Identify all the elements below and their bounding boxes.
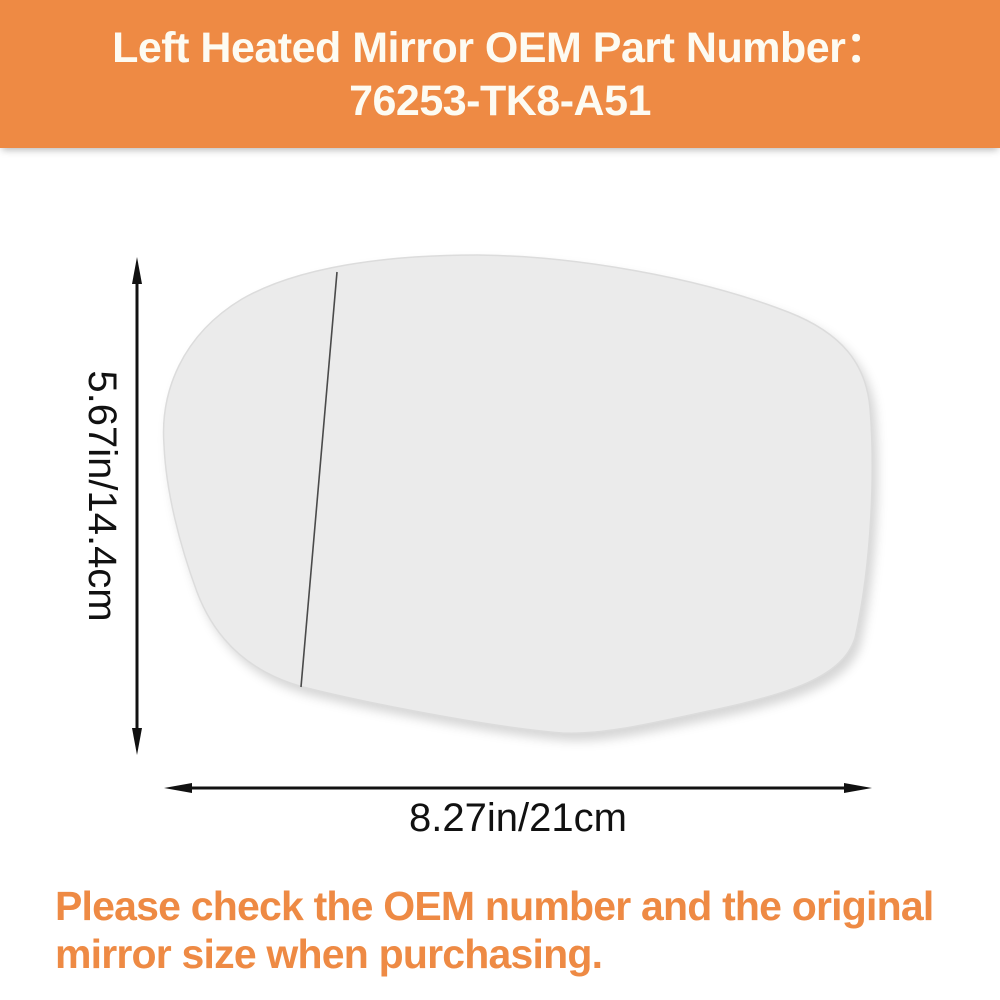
mirror-glass-shape bbox=[162, 254, 873, 734]
height-dimension-arrow bbox=[132, 257, 142, 755]
purchase-note: Please check the OEM number and the orig… bbox=[55, 882, 985, 978]
height-arrow-head-bottom bbox=[132, 728, 142, 755]
purchase-note-line2: mirror size when purchasing. bbox=[55, 931, 603, 977]
height-dimension-label: 5.67in/14.4cm bbox=[80, 370, 124, 622]
banner-title-line1: Left Heated Mirror OEM Part Number： bbox=[112, 24, 888, 72]
width-arrow-head-left bbox=[164, 783, 192, 793]
mirror-divider-line bbox=[300, 271, 338, 688]
banner-part-number: 76253-TK8-A51 bbox=[349, 77, 651, 125]
height-arrow-head-top bbox=[132, 257, 142, 284]
width-arrow-head-right bbox=[844, 783, 872, 793]
purchase-note-line1: Please check the OEM number and the orig… bbox=[55, 883, 934, 929]
width-dimension-arrow bbox=[164, 783, 872, 793]
width-dimension-label: 8.27in/21cm bbox=[409, 796, 627, 840]
title-banner: Left Heated Mirror OEM Part Number： 7625… bbox=[0, 0, 1000, 148]
